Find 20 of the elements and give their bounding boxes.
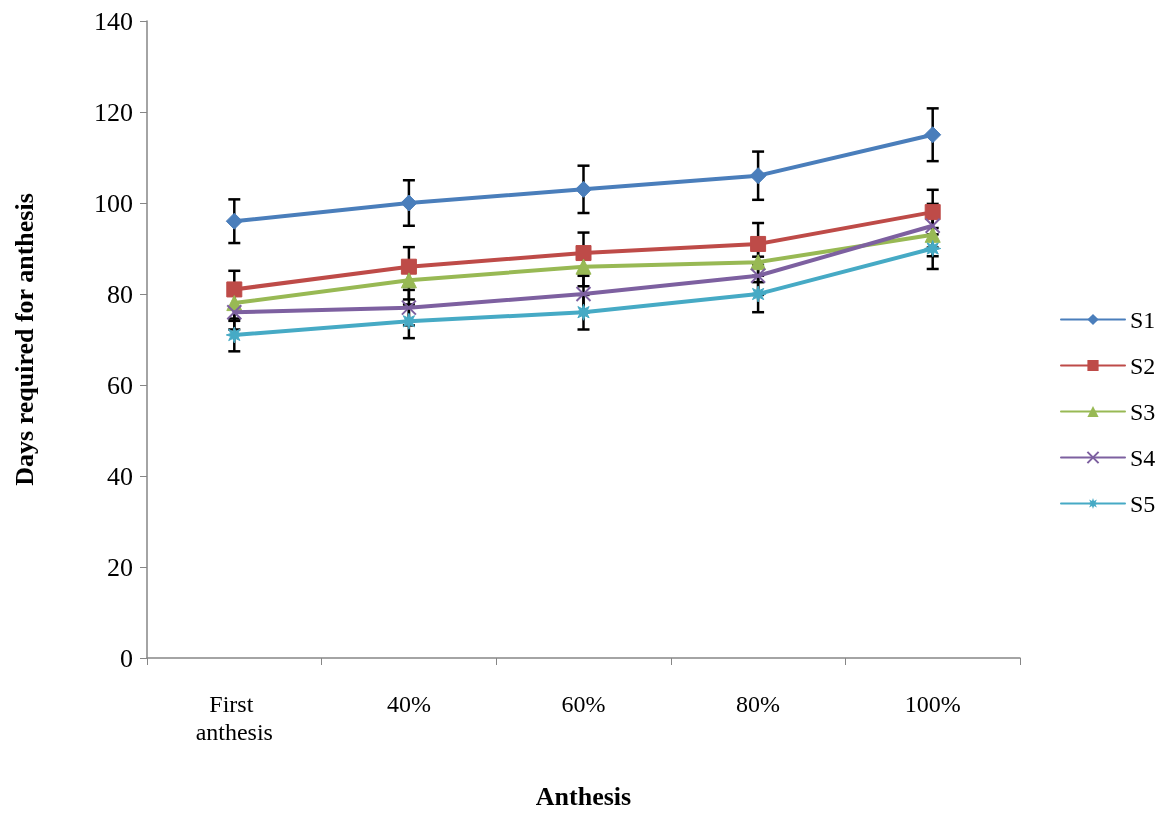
y-tick-label: 140 (94, 6, 133, 36)
y-tick-label: 20 (107, 552, 133, 582)
legend-label: S4 (1130, 444, 1156, 471)
y-tick-label: 0 (120, 643, 133, 673)
legend-label: S2 (1130, 352, 1156, 379)
legend-label: S1 (1130, 306, 1156, 333)
x-axis-title: Anthesis (535, 781, 632, 811)
x-tick-label: 80% (736, 691, 781, 717)
y-tick-label: 60 (107, 370, 133, 400)
x-tick-label: 40% (386, 691, 431, 717)
y-tick-label: 40 (107, 461, 133, 491)
y-tick-label: 120 (94, 97, 133, 127)
x-tick-label: First anthesis (195, 691, 273, 745)
y-axis-title: Days required for anthesis (9, 193, 39, 486)
x-tick-label: 60% (561, 691, 606, 717)
y-tick-label: 100 (94, 188, 133, 218)
y-tick-label: 80 (107, 279, 133, 309)
legend-label: S3 (1130, 398, 1156, 425)
legend-label: S5 (1130, 490, 1156, 517)
x-tick-label: 100% (904, 691, 961, 717)
